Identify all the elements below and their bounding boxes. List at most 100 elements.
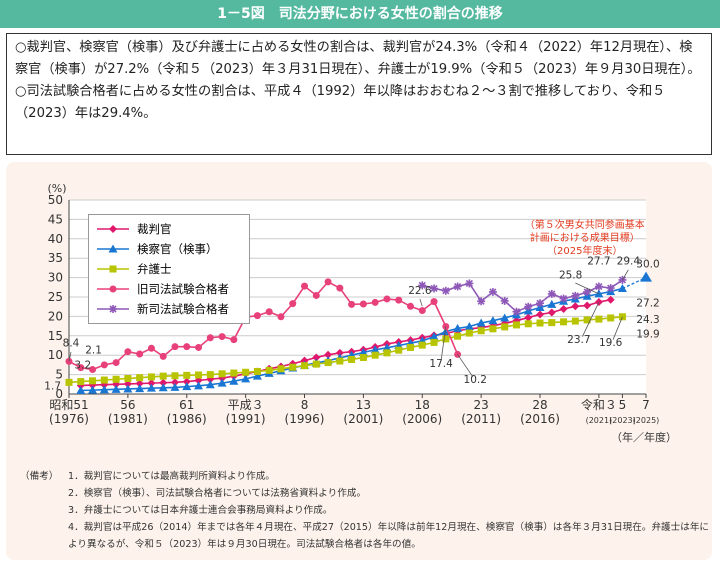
point-旧司法試験合格者	[277, 313, 285, 321]
point-新司法試験合格者	[571, 291, 580, 300]
point-裁判官	[88, 381, 97, 390]
summary-line-2: ○司法試験合格者に占める女性の割合は、平成４（1992）年以降はおおむね２～３割…	[15, 84, 666, 121]
x-tick-label: 28	[532, 398, 547, 412]
x-tick-label: 13	[356, 398, 371, 412]
point-旧司法試験合格者	[359, 300, 367, 308]
point-旧司法試験合格者	[336, 284, 344, 292]
point-旧司法試験合格者	[159, 352, 167, 360]
series-line-裁判官	[80, 298, 611, 387]
point-検察官（検事）	[252, 371, 262, 380]
point-検察官（検事）	[500, 313, 510, 322]
point-検察官（検事）	[382, 343, 392, 352]
point-弁護士	[230, 369, 238, 377]
x-tick-year: (1991)	[226, 412, 266, 426]
point-旧司法試験合格者	[136, 350, 144, 358]
legend-item: 検察官（検事）	[95, 239, 243, 259]
point-裁判官	[135, 379, 144, 388]
figure-title: 1－5図 司法分野における女性の割合の推移	[0, 0, 720, 28]
note-row-1: （備考） 1．裁判官については最高裁判所資料より作成。	[20, 468, 710, 485]
callout-line	[419, 298, 423, 307]
legend-item: 弁護士	[95, 259, 243, 279]
point-検察官（検事）	[358, 347, 368, 356]
point-弁護士	[465, 329, 473, 337]
point-検察官（検事）	[476, 318, 486, 327]
point-裁判官	[300, 356, 309, 365]
point-弁護士	[571, 317, 579, 325]
point-裁判官	[194, 376, 203, 385]
point-検察官（検事）	[370, 345, 380, 354]
point-裁判官	[312, 353, 321, 362]
x-tick-label: 令和３	[581, 397, 617, 412]
point-旧司法試験合格者	[430, 298, 438, 306]
point-旧司法試験合格者	[289, 300, 297, 308]
point-旧司法試験合格者	[312, 291, 320, 299]
point-弁護士	[512, 321, 520, 329]
summary-box: ○裁判官、検察官（検事）及び弁護士に占める女性の割合は、裁判官が24.3%（令和…	[6, 33, 712, 155]
point-裁判官	[123, 379, 132, 388]
point-裁判官	[547, 308, 556, 317]
point-旧司法試験合格者	[112, 359, 120, 367]
data-label: 2.1	[85, 345, 102, 357]
x-tick-label: 61	[179, 398, 194, 412]
x-axis-label: （年／年度）	[611, 430, 677, 444]
point-裁判官	[159, 378, 168, 387]
note-item-2: 2．検察官（検事）、司法試験合格者については法務省資料より作成。	[68, 488, 367, 499]
point-検察官（検事）	[123, 384, 133, 393]
point-弁護士	[406, 343, 414, 351]
point-旧司法試験合格者	[395, 296, 403, 304]
point-検察官（検事）	[135, 384, 145, 393]
point-弁護士	[395, 346, 403, 354]
point-旧司法試験合格者	[348, 300, 356, 308]
note-item-3: 3．弁護士については日本弁護士連合会事務局資料より作成。	[68, 505, 333, 516]
point-弁護士	[265, 366, 273, 374]
point-旧司法試験合格者	[183, 343, 191, 351]
x-tick-year: (2021)	[586, 416, 613, 425]
x-tick-year: (1996)	[285, 412, 325, 426]
legend-marker	[108, 244, 118, 253]
point-検察官（検事）	[182, 382, 192, 391]
x-tick-year: (1986)	[167, 412, 207, 426]
point-裁判官	[571, 302, 580, 311]
x-tick-year: (1976)	[49, 412, 89, 426]
y-tick-label: 30	[48, 271, 63, 285]
callout-line	[612, 316, 623, 340]
point-検察官（検事）	[146, 383, 156, 392]
note-item-1: 1．裁判官については最高裁判所資料より作成。	[68, 471, 275, 482]
legend-item: 新司法試験合格者	[95, 299, 243, 319]
legend-swatch	[97, 244, 129, 253]
point-検察官（検事）	[547, 299, 557, 308]
point-裁判官	[559, 305, 568, 314]
legend-label: 弁護士	[137, 262, 172, 276]
data-label: 29.4	[617, 255, 641, 267]
note-row-4: 4．裁判官は平成26（2014）年までは各年４月現在、平成27（2015）年以降…	[20, 519, 710, 553]
point-検察官（検事）	[241, 374, 251, 383]
x-tick-label: 昭和51	[49, 398, 88, 412]
x-tick-label: 23	[474, 398, 489, 412]
x-tick-label: 平成３	[228, 398, 264, 412]
point-検察官（検事）	[158, 383, 168, 392]
point-弁護士	[301, 362, 309, 370]
legend-label: 旧司法試験合格者	[137, 282, 229, 296]
legend-marker	[109, 225, 117, 233]
point-旧司法試験合格者	[124, 348, 132, 356]
point-裁判官	[606, 295, 615, 304]
point-検察官（検事）	[111, 384, 121, 393]
callout-line	[622, 269, 629, 281]
point-弁護士	[583, 316, 591, 324]
point-弁護士	[489, 325, 497, 333]
point-検察官（検事）	[194, 381, 204, 390]
summary-line-1: ○裁判官、検察官（検事）及び弁護士に占める女性の割合は、裁判官が24.3%（令和…	[15, 40, 701, 77]
x-tick-label: 56	[120, 398, 135, 412]
legend-label: 裁判官	[137, 222, 172, 236]
legend-item: 旧司法試験合格者	[95, 279, 243, 299]
note-row-2: 2．検察官（検事）、司法試験合格者については法務省資料より作成。	[20, 485, 710, 502]
point-旧司法試験合格者	[100, 361, 108, 369]
point-新司法試験合格者	[500, 296, 509, 305]
point-弁護士	[277, 365, 285, 373]
point-弁護士	[454, 332, 462, 340]
point-弁護士	[147, 373, 155, 381]
x-tick-year: (2025)	[633, 416, 660, 425]
point-検察官（検事）	[99, 385, 109, 394]
legend-label: 新司法試験合格者	[137, 302, 229, 316]
data-label: 27.2	[636, 297, 659, 309]
